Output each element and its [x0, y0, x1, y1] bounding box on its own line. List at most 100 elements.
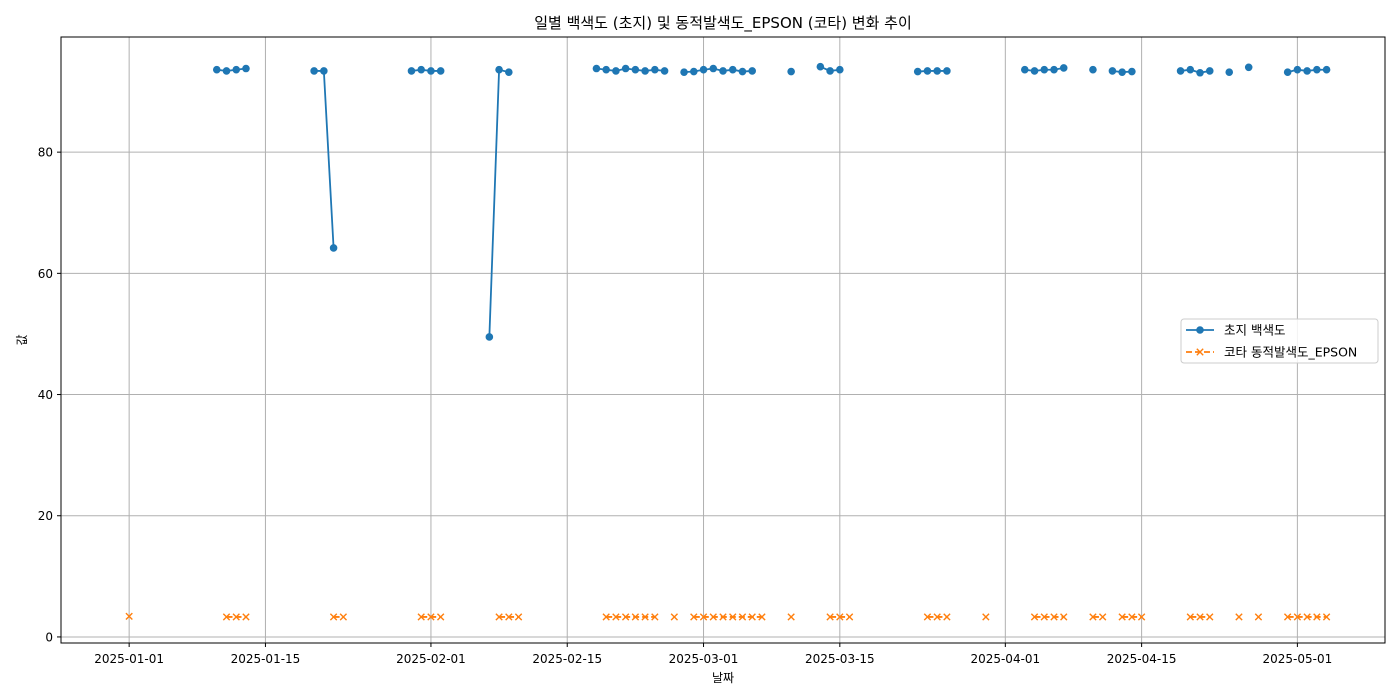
data-point [1137, 613, 1146, 621]
data-point [933, 67, 941, 75]
y-tick-label: 40 [38, 388, 53, 402]
data-point [1313, 65, 1321, 74]
legend-marker [1196, 348, 1204, 356]
data-point [1040, 613, 1048, 621]
data-point [1322, 613, 1331, 621]
data-point [1040, 65, 1049, 74]
series-1 [212, 62, 1331, 341]
data-point [1186, 65, 1195, 74]
data-point [631, 613, 640, 621]
data-point [923, 67, 932, 75]
data-point [436, 67, 445, 75]
data-point [1128, 67, 1136, 76]
data-point [505, 68, 513, 76]
data-point [631, 65, 640, 74]
data-point [621, 64, 630, 73]
data-point [1108, 67, 1117, 75]
y-tick-label: 60 [38, 267, 53, 281]
data-point [709, 613, 717, 621]
x-tick-label: 2025-03-15 [805, 652, 875, 666]
data-point [641, 67, 649, 75]
x-tick-label: 2025-03-01 [669, 652, 739, 666]
data-point [729, 613, 737, 621]
data-point [943, 613, 951, 621]
y-tick-label: 80 [38, 146, 53, 160]
data-point [689, 67, 698, 76]
data-point [651, 65, 659, 74]
data-point [222, 67, 231, 75]
data-point [612, 613, 620, 621]
x-axis: 2025-01-01 2025-01-15 2025-02-01 2025-02-15… [94, 643, 1332, 666]
series-line [411, 68, 441, 72]
chart-title: 일별 백색도 (초지) 및 동적발색도_EPSON (코타) 변화 추이 [534, 14, 912, 33]
x-tick-label: 2025-04-15 [1107, 652, 1177, 666]
data-point [212, 65, 221, 74]
data-point [242, 64, 250, 73]
data-point [758, 613, 766, 621]
x-axis-label: 날짜 [712, 671, 734, 685]
data-point [485, 333, 494, 341]
data-point [836, 613, 844, 621]
data-point [1098, 613, 1107, 621]
data-point [748, 613, 756, 621]
x-tick-label: 2025-04-01 [970, 652, 1040, 666]
data-point [1030, 613, 1039, 621]
data-point [427, 613, 435, 621]
data-point [339, 613, 348, 621]
data-point [787, 613, 795, 621]
data-point [242, 613, 250, 621]
x-tick-label: 2025-05-01 [1263, 652, 1333, 666]
data-point [923, 613, 932, 621]
data-point [495, 65, 503, 74]
grid [61, 37, 1385, 643]
legend-label: 코타 동적발색도_EPSON [1224, 345, 1357, 360]
data-point [592, 64, 601, 73]
data-point [699, 65, 708, 74]
data-point [728, 65, 737, 74]
data-point [1283, 613, 1292, 621]
data-point [1303, 67, 1311, 75]
data-point [1235, 613, 1243, 621]
data-point [621, 613, 630, 621]
data-point [329, 613, 338, 621]
x-tick-label: 2025-02-01 [396, 652, 466, 666]
data-point [748, 67, 757, 75]
data-point [125, 612, 133, 621]
data-point [1060, 613, 1068, 621]
x-tick-label: 2025-02-15 [532, 652, 602, 666]
data-point [407, 67, 416, 75]
data-point [719, 67, 727, 75]
data-point [505, 613, 513, 621]
data-point [1128, 613, 1136, 621]
data-point [417, 65, 426, 74]
data-point [982, 613, 990, 621]
data-point [651, 613, 659, 621]
series-line [314, 70, 335, 248]
data-point [738, 67, 747, 76]
data-point [1313, 613, 1321, 621]
data-point [1186, 613, 1194, 621]
series-line [1180, 68, 1210, 74]
data-point [1118, 68, 1126, 76]
data-point [738, 613, 747, 621]
data-point [1293, 613, 1302, 621]
data-point [816, 62, 825, 71]
data-point [495, 613, 503, 621]
data-point [310, 67, 318, 75]
data-point [836, 65, 844, 74]
data-point [699, 613, 708, 621]
plot-frame [60, 36, 1386, 644]
data-point [1225, 68, 1234, 76]
data-point [1322, 65, 1331, 74]
data-point [1206, 613, 1214, 621]
legend-box [1180, 318, 1379, 364]
data-point [1283, 68, 1292, 76]
data-point [845, 613, 854, 621]
data-point [602, 613, 610, 621]
data-point [1059, 64, 1068, 72]
data-point [417, 613, 425, 621]
x-tick-label: 2025-01-15 [231, 652, 301, 666]
data-point [1196, 613, 1204, 621]
